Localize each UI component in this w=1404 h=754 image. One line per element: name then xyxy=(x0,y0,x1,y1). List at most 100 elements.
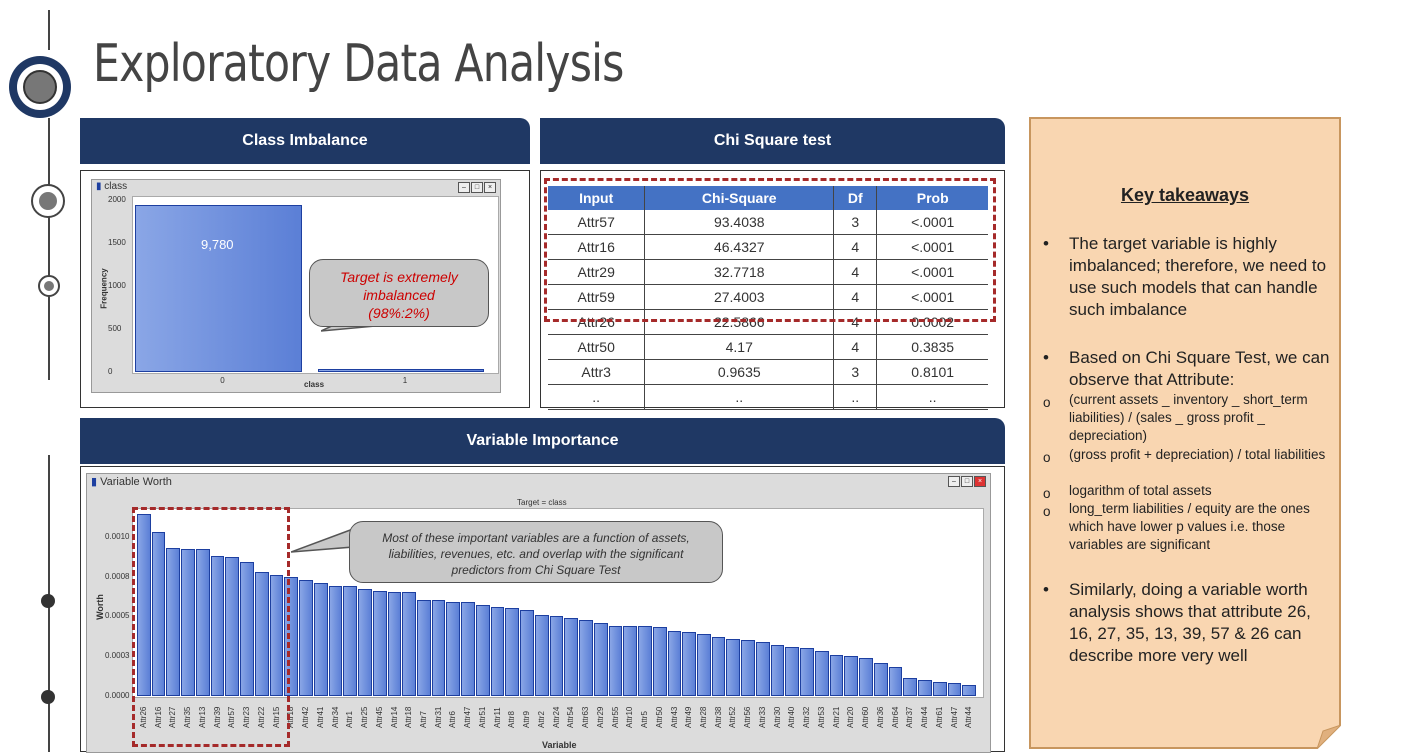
minimize-icon[interactable]: – xyxy=(458,182,470,193)
timeline-line-top xyxy=(48,10,50,50)
variable-bar xyxy=(755,641,770,696)
table-cell: 4 xyxy=(833,284,877,310)
variable-bar-layer: Attr26 Attr16 Attr27 Attr35 Attr13 Attr39 Attr… xyxy=(87,474,992,754)
sub-bullet-marker: o xyxy=(1043,450,1051,465)
variable-bar xyxy=(549,616,564,696)
class-x-tick: 0 xyxy=(220,376,225,385)
variable-x-tick: Attr49 xyxy=(684,706,694,728)
table-cell: Attr59 xyxy=(548,284,645,310)
table-cell: 32.7718 xyxy=(644,259,834,285)
variable-importance-header: Variable Importance xyxy=(80,418,1005,464)
table-cell: 4 xyxy=(833,309,877,335)
variable-y-tick: 0.0005 xyxy=(105,611,130,621)
chart-icon: ▮ xyxy=(91,476,98,488)
maximize-icon[interactable]: □ xyxy=(471,182,483,193)
variable-bar xyxy=(844,656,859,696)
variable-bar xyxy=(608,625,623,696)
variable-x-tick: Attr44 xyxy=(964,706,974,728)
variable-x-tick: Attr9 xyxy=(522,711,532,728)
variable-bar xyxy=(638,625,652,696)
variable-bar xyxy=(431,600,446,696)
variable-x-tick: Attr30 xyxy=(772,706,782,728)
variable-importance-panel: ▮ Variable Worth – □ × Target = class Attr… xyxy=(80,466,1005,754)
close-icon[interactable]: × xyxy=(484,182,496,193)
variable-y-tick: 0.0003 xyxy=(105,651,130,661)
variable-x-tick: Attr10 xyxy=(625,706,635,728)
variable-bar xyxy=(240,562,254,696)
variable-x-tick: Attr64 xyxy=(890,706,900,728)
variable-bar xyxy=(210,555,225,696)
class-bar xyxy=(135,204,302,372)
chi-col-header: Chi-Square xyxy=(644,186,834,210)
variable-y-tick: 0.0010 xyxy=(105,531,130,541)
variable-x-tick: Attr47 xyxy=(463,706,473,728)
table-row: Attr59 27.4003 4 <.0001 xyxy=(548,284,988,310)
variable-bar xyxy=(402,592,416,696)
variable-x-tick: Attr43 xyxy=(669,706,679,728)
chart-icon: ▮ xyxy=(96,181,102,192)
variable-bar xyxy=(269,574,284,696)
sub-bullet-marker: o xyxy=(1043,395,1051,410)
variable-bar xyxy=(328,586,343,696)
table-row: Attr3 0.9635 3 0.8101 xyxy=(548,359,988,385)
variable-y-tick: 0.0008 xyxy=(105,571,130,581)
sub-bullet-marker: o xyxy=(1043,504,1051,519)
variable-x-tick: Attr34 xyxy=(330,706,340,728)
table-cell: <.0001 xyxy=(876,259,988,285)
variable-x-tick: Attr56 xyxy=(743,706,753,728)
variable-x-tick: Attr50 xyxy=(654,706,664,728)
variable-bar xyxy=(195,549,210,696)
table-cell: 3 xyxy=(833,359,877,385)
table-cell: 93.4038 xyxy=(644,210,834,235)
variable-bar xyxy=(741,640,755,696)
variable-bar xyxy=(579,619,593,696)
key-takeaways-note: Key takeaways • The target variable is h… xyxy=(1029,117,1341,749)
class-x-tick: 1 xyxy=(402,376,408,385)
variable-x-tick: Attr20 xyxy=(846,706,856,728)
variable-worth-window-controls[interactable]: – □ × xyxy=(948,476,986,487)
variable-xlabel: Variable xyxy=(542,740,577,750)
takeaway-2: Based on Chi Square Test, we can observe… xyxy=(1069,348,1330,389)
variable-x-tick: Attr24 xyxy=(551,706,561,728)
sub-takeaway-1: (current assets _ inventory _ short_term… xyxy=(1069,392,1308,443)
takeaway-3: Similarly, doing a variable worth analys… xyxy=(1069,580,1311,665)
variable-bar xyxy=(667,630,682,696)
variable-bar xyxy=(932,681,947,696)
class-y-tick: 1500 xyxy=(108,238,126,248)
variable-worth-window-title: ▮ Variable Worth xyxy=(87,474,990,490)
minimize-icon[interactable]: – xyxy=(948,476,960,487)
variable-x-tick: Attr54 xyxy=(566,706,576,728)
variable-bar xyxy=(505,608,520,696)
table-row: Attr50 4.17 4 0.3835 xyxy=(548,334,988,360)
variable-x-tick: Attr40 xyxy=(787,706,797,728)
chi-square-header: Chi Square test xyxy=(540,118,1005,164)
table-cell: <.0001 xyxy=(876,210,988,235)
class-ylabel: Frequency xyxy=(99,268,109,309)
variable-x-tick: Attr21 xyxy=(831,706,841,728)
variable-bar xyxy=(829,654,844,696)
variable-x-tick: Attr5 xyxy=(640,711,650,728)
table-cell: <.0001 xyxy=(876,284,988,310)
table-cell: 0.8101 xyxy=(876,359,988,385)
maximize-icon[interactable]: □ xyxy=(961,476,973,487)
chi-square-table: Input Chi-Square Df Prob Attr57 93.4038 3 <.00… xyxy=(548,186,988,410)
table-row: Attr26 22.5866 4 0.0002 xyxy=(548,309,988,335)
variable-x-tick: Attr2 xyxy=(536,711,546,728)
variable-bar xyxy=(726,638,741,696)
class-window-controls[interactable]: – □ × xyxy=(458,182,496,193)
timeline-node-medium xyxy=(31,184,65,218)
table-row: Attr29 32.7718 4 <.0001 xyxy=(548,259,988,285)
table-cell: Attr3 xyxy=(548,359,645,385)
close-icon[interactable]: × xyxy=(974,476,986,487)
variable-x-tick: Attr61 xyxy=(934,706,944,728)
variable-highlight-box xyxy=(132,507,290,747)
variable-bar xyxy=(343,586,358,696)
table-cell: Attr29 xyxy=(548,259,645,285)
variable-x-tick: Attr53 xyxy=(816,706,826,728)
class-y-tick: 500 xyxy=(108,324,122,334)
variable-x-tick: Attr45 xyxy=(374,706,384,728)
class-bar-layer: 0 1 0 500 1000 1500 2000 xyxy=(92,180,502,394)
variable-x-tick: Attr37 xyxy=(905,706,915,728)
variable-bar xyxy=(697,633,711,696)
variable-bar xyxy=(475,605,490,696)
